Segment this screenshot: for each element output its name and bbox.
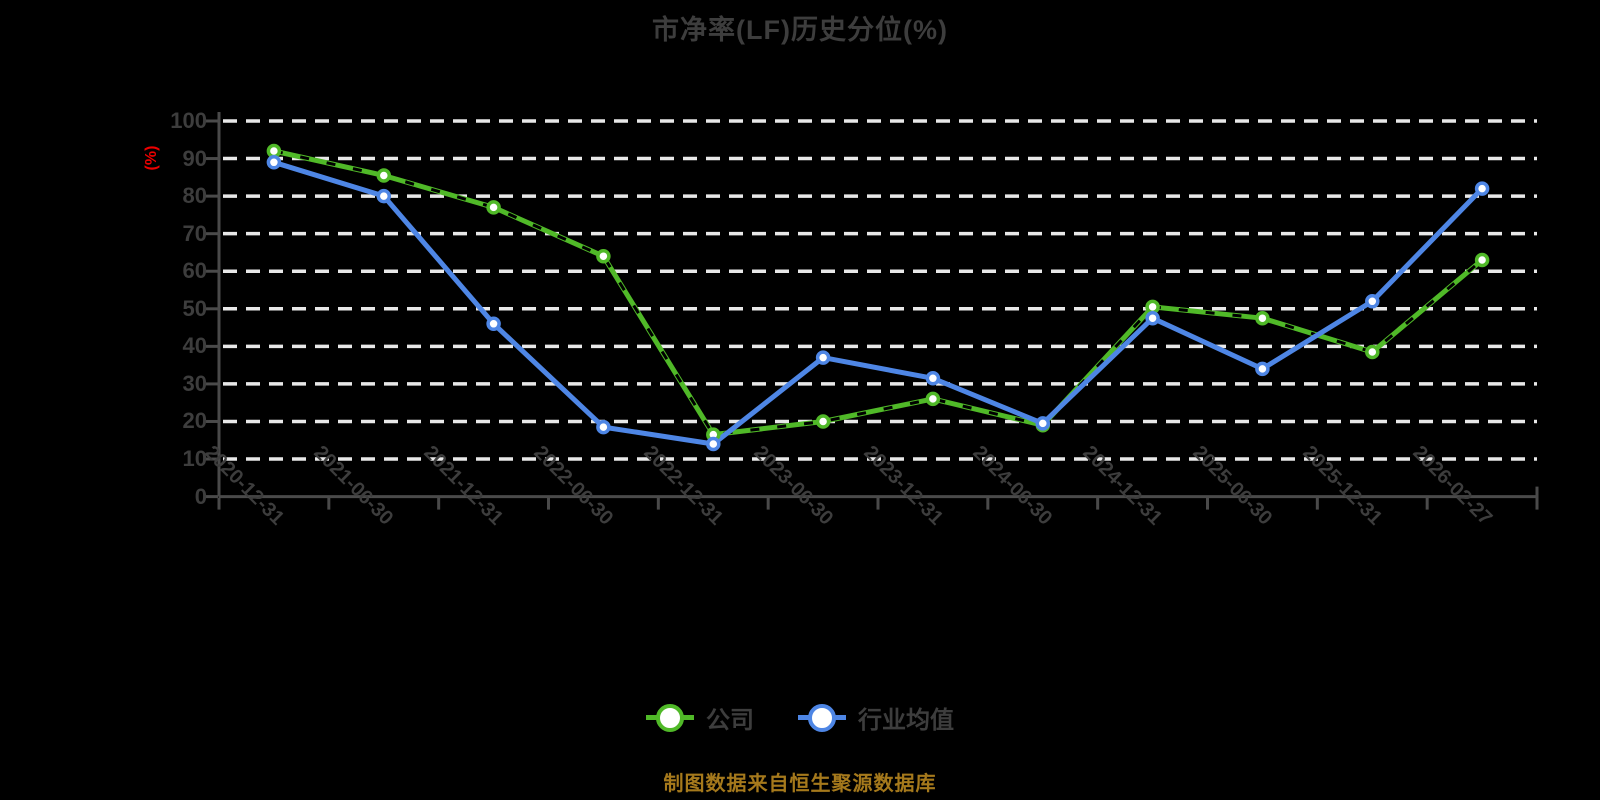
- point-industry-average-2023-12-31: [925, 371, 941, 386]
- y-axis-label-90: 90: [182, 145, 207, 171]
- y-axis-label-10: 10: [182, 446, 207, 472]
- point-industry-average-2023-06-30: [815, 350, 831, 365]
- series-line-company-dash-overlay: [273, 149, 1484, 437]
- y-axis-label-80: 80: [182, 183, 207, 209]
- point-company-2022-06-30: [596, 248, 611, 264]
- y-axis-label-40: 40: [182, 333, 207, 359]
- point-industry-average-2026-02-27: [1474, 181, 1490, 196]
- legend-label-company: 公司: [706, 707, 754, 734]
- legend-marker-company-icon: [646, 703, 694, 733]
- y-axis-label-60: 60: [182, 258, 207, 284]
- point-industry-average-2022-06-30: [596, 419, 611, 435]
- y-axis-label-20: 20: [182, 408, 207, 434]
- point-company-2020-12-31: [266, 143, 282, 159]
- point-company-2025-12-31: [1365, 344, 1380, 360]
- point-industry-average-2022-12-31: [706, 436, 721, 452]
- point-company-2023-06-30: [815, 414, 831, 429]
- series-line-company: [271, 148, 1485, 438]
- chart-legend: 公司 行业均值: [0, 700, 1600, 735]
- point-industry-average-2025-06-30: [1255, 361, 1270, 377]
- point-company-2025-06-30: [1255, 310, 1270, 326]
- point-industry-average-2020-12-31: [266, 155, 282, 170]
- point-industry-average-2024-12-31: [1145, 310, 1160, 326]
- y-axis-label-50: 50: [182, 295, 207, 321]
- point-industry-average-2021-12-31: [486, 316, 501, 332]
- point-company-2021-12-31: [486, 200, 501, 215]
- chart-title: 市净率(LF)历史分位(%): [652, 15, 948, 45]
- point-company-2024-12-31: [1145, 299, 1160, 315]
- data-source-note: 制图数据来自恒生聚源数据库: [663, 773, 937, 795]
- point-industry-average-2021-06-30: [376, 188, 392, 204]
- y-axis-label-70: 70: [182, 220, 207, 246]
- legend-marker-industry-average-icon: [798, 703, 846, 733]
- point-industry-average-2025-12-31: [1365, 294, 1380, 309]
- legend-label-industry-average: 行业均值: [858, 707, 954, 734]
- series-line-industry-average: [271, 159, 1485, 447]
- y-axis-label-0: 0: [194, 483, 207, 509]
- point-industry-average-2024-06-30: [1035, 416, 1051, 431]
- y-axis-label-100: 100: [170, 108, 207, 133]
- legend-item-company[interactable]: 公司: [646, 700, 754, 735]
- y-axis-label-30: 30: [182, 370, 207, 396]
- point-company-2026-02-27: [1474, 252, 1490, 268]
- point-company-2023-12-31: [925, 391, 941, 407]
- point-company-2021-06-30: [376, 168, 392, 183]
- legend-item-industry-average[interactable]: 行业均值: [798, 700, 954, 735]
